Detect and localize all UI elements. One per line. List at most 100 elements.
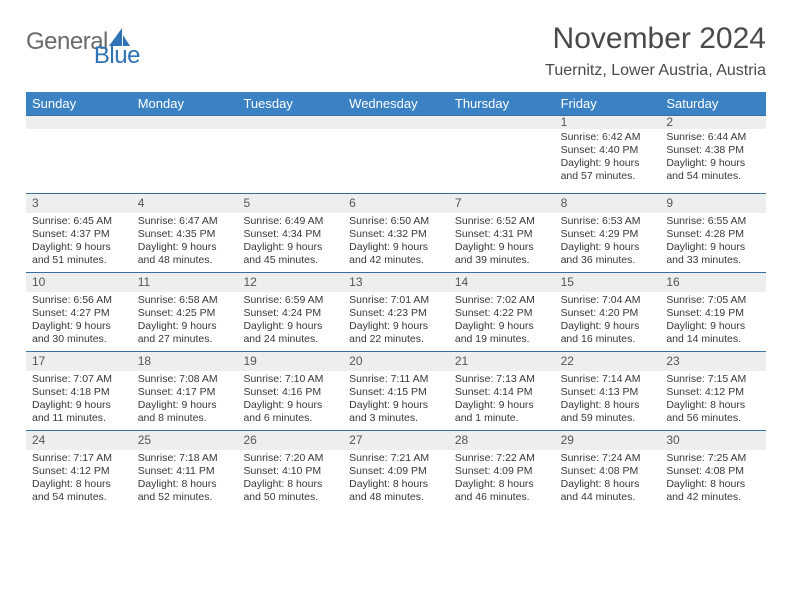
day-d1: Daylight: 9 hours	[138, 241, 232, 254]
day-sr: Sunrise: 6:42 AM	[561, 131, 655, 144]
day-d1: Daylight: 9 hours	[349, 241, 443, 254]
day-d1: Daylight: 8 hours	[32, 478, 126, 491]
day-number: 5	[237, 194, 343, 213]
day-number: 10	[26, 273, 132, 292]
day-number: 21	[449, 352, 555, 371]
weekday-label: Tuesday	[237, 92, 343, 115]
weekday-label: Friday	[555, 92, 661, 115]
calendar-day: 28Sunrise: 7:22 AMSunset: 4:09 PMDayligh…	[449, 431, 555, 509]
day-sr: Sunrise: 7:04 AM	[561, 294, 655, 307]
day-d2: and 56 minutes.	[666, 412, 760, 425]
weeks-container: 1Sunrise: 6:42 AMSunset: 4:40 PMDaylight…	[26, 115, 766, 509]
day-sr: Sunrise: 7:22 AM	[455, 452, 549, 465]
day-ss: Sunset: 4:14 PM	[455, 386, 549, 399]
day-ss: Sunset: 4:35 PM	[138, 228, 232, 241]
day-number: 16	[660, 273, 766, 292]
day-d2: and 3 minutes.	[349, 412, 443, 425]
day-ss: Sunset: 4:16 PM	[243, 386, 337, 399]
day-number: 22	[555, 352, 661, 371]
title-block: November 2024 Tuernitz, Lower Austria, A…	[545, 22, 766, 80]
calendar-day: 11Sunrise: 6:58 AMSunset: 4:25 PMDayligh…	[132, 273, 238, 351]
day-sr: Sunrise: 6:56 AM	[32, 294, 126, 307]
calendar-day: 8Sunrise: 6:53 AMSunset: 4:29 PMDaylight…	[555, 194, 661, 272]
weekday-label: Saturday	[660, 92, 766, 115]
day-d1: Daylight: 9 hours	[243, 320, 337, 333]
day-number: 28	[449, 431, 555, 450]
day-d2: and 24 minutes.	[243, 333, 337, 346]
day-number: 24	[26, 431, 132, 450]
day-number: 25	[132, 431, 238, 450]
day-sr: Sunrise: 7:07 AM	[32, 373, 126, 386]
day-ss: Sunset: 4:12 PM	[32, 465, 126, 478]
calendar-day: 22Sunrise: 7:14 AMSunset: 4:13 PMDayligh…	[555, 352, 661, 430]
day-d1: Daylight: 9 hours	[32, 320, 126, 333]
day-ss: Sunset: 4:23 PM	[349, 307, 443, 320]
day-ss: Sunset: 4:37 PM	[32, 228, 126, 241]
day-d1: Daylight: 9 hours	[138, 320, 232, 333]
day-ss: Sunset: 4:27 PM	[32, 307, 126, 320]
calendar-day: 17Sunrise: 7:07 AMSunset: 4:18 PMDayligh…	[26, 352, 132, 430]
day-ss: Sunset: 4:09 PM	[455, 465, 549, 478]
day-ss: Sunset: 4:17 PM	[138, 386, 232, 399]
day-number: 29	[555, 431, 661, 450]
day-sr: Sunrise: 6:55 AM	[666, 215, 760, 228]
day-sr: Sunrise: 6:44 AM	[666, 131, 760, 144]
day-number: 6	[343, 194, 449, 213]
calendar-day: 24 Sunrise: 7:17 AMSunset: 4:12 PMDayligh…	[26, 431, 132, 509]
day-d1: Daylight: 9 hours	[349, 399, 443, 412]
calendar-day: 21Sunrise: 7:13 AMSunset: 4:14 PMDayligh…	[449, 352, 555, 430]
day-number: 20	[343, 352, 449, 371]
day-sr: Sunrise: 6:45 AM	[32, 215, 126, 228]
calendar-day: 10 Sunrise: 6:56 AMSunset: 4:27 PMDayligh…	[26, 273, 132, 351]
day-ss: Sunset: 4:34 PM	[243, 228, 337, 241]
day-d2: and 16 minutes.	[561, 333, 655, 346]
day-d2: and 42 minutes.	[349, 254, 443, 267]
day-sr: Sunrise: 7:15 AM	[666, 373, 760, 386]
calendar-day: 30Sunrise: 7:25 AMSunset: 4:08 PMDayligh…	[660, 431, 766, 509]
calendar-day: 1Sunrise: 6:42 AMSunset: 4:40 PMDaylight…	[555, 115, 661, 193]
day-d1: Daylight: 8 hours	[666, 478, 760, 491]
day-d1: Daylight: 9 hours	[455, 320, 549, 333]
day-d2: and 52 minutes.	[138, 491, 232, 504]
day-ss: Sunset: 4:24 PM	[243, 307, 337, 320]
day-d1: Daylight: 8 hours	[561, 399, 655, 412]
day-sr: Sunrise: 7:05 AM	[666, 294, 760, 307]
day-d2: and 50 minutes.	[243, 491, 337, 504]
day-ss: Sunset: 4:15 PM	[349, 386, 443, 399]
day-d1: Daylight: 9 hours	[561, 320, 655, 333]
day-number: 3	[26, 194, 132, 213]
logo: General Blue	[26, 22, 178, 56]
day-sr: Sunrise: 6:59 AM	[243, 294, 337, 307]
day-d1: Daylight: 9 hours	[455, 241, 549, 254]
day-d2: and 59 minutes.	[561, 412, 655, 425]
calendar-day: 7Sunrise: 6:52 AMSunset: 4:31 PMDaylight…	[449, 194, 555, 272]
calendar-week: 17Sunrise: 7:07 AMSunset: 4:18 PMDayligh…	[26, 351, 766, 430]
day-d1: Daylight: 9 hours	[666, 241, 760, 254]
day-d2: and 42 minutes.	[666, 491, 760, 504]
day-number: 18	[132, 352, 238, 371]
calendar-day: 4 Sunrise: 6:47 AMSunset: 4:35 PMDaylight…	[132, 194, 238, 272]
page-root: General Blue November 2024 Tuernitz, Low…	[0, 0, 792, 527]
day-number: 9	[660, 194, 766, 213]
day-number: 7	[449, 194, 555, 213]
day-sr: Sunrise: 7:25 AM	[666, 452, 760, 465]
day-d2: and 11 minutes.	[32, 412, 126, 425]
day-d1: Daylight: 9 hours	[349, 320, 443, 333]
calendar-day-empty	[26, 115, 132, 193]
day-number: 4	[132, 194, 238, 213]
day-sr: Sunrise: 6:49 AM	[243, 215, 337, 228]
day-number: 8	[555, 194, 661, 213]
day-d1: Daylight: 9 hours	[561, 157, 655, 170]
weekday-label: Wednesday	[343, 92, 449, 115]
day-ss: Sunset: 4:22 PM	[455, 307, 549, 320]
day-sr: Sunrise: 7:17 AM	[32, 452, 126, 465]
calendar-day: 25Sunrise: 7:18 AMSunset: 4:11 PMDayligh…	[132, 431, 238, 509]
day-d1: Daylight: 8 hours	[561, 478, 655, 491]
day-sr: Sunrise: 6:47 AM	[138, 215, 232, 228]
location-text: Tuernitz, Lower Austria, Austria	[545, 62, 766, 80]
day-ss: Sunset: 4:08 PM	[666, 465, 760, 478]
day-sr: Sunrise: 7:11 AM	[349, 373, 443, 386]
calendar-day: 26Sunrise: 7:20 AMSunset: 4:10 PMDayligh…	[237, 431, 343, 509]
calendar-week: 3 Sunrise: 6:45 AMSunset: 4:37 PM Daylight…	[26, 193, 766, 272]
calendar-day: 29Sunrise: 7:24 AMSunset: 4:08 PMDayligh…	[555, 431, 661, 509]
